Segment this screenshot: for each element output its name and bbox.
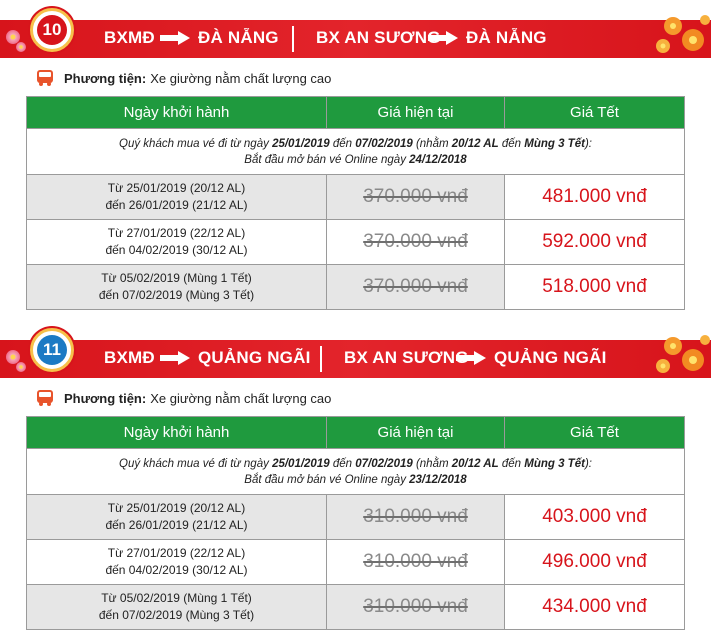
vehicle-label: Phương tiện: [64, 70, 147, 86]
table-row: Từ 05/02/2019 (Mùng 1 Tết) đến 07/02/2019… [26, 264, 685, 310]
departure-date-range: Từ 05/02/2019 (Mùng 1 Tết) đến 07/02/2019… [26, 264, 327, 310]
header-departure-date: Ngày khởi hành [26, 416, 327, 449]
departure-date-range: Từ 05/02/2019 (Mùng 1 Tết) đến 07/02/2019… [26, 584, 327, 630]
bus-icon [37, 390, 53, 406]
vehicle-value: Xe giường nằm chất lượng cao [150, 70, 332, 86]
route-origin: BXMĐ [104, 28, 155, 47]
current-price: 370.000 vnđ [326, 264, 505, 310]
table-header-row: Ngày khởi hành Giá hiện tại Giá Tết [26, 96, 685, 129]
header-tet-price: Giá Tết [504, 96, 685, 129]
blossom-icon [6, 30, 20, 44]
tet-price: 496.000 vnđ [504, 539, 685, 585]
vehicle-label: Phương tiện: [64, 390, 147, 406]
current-price: 370.000 vnđ [326, 174, 505, 220]
departure-date-range: Từ 27/01/2019 (22/12 AL) đến 04/02/2019 (… [26, 219, 327, 265]
blossom-icon [16, 42, 26, 52]
route-divider [320, 346, 322, 372]
section-number: 11 [37, 335, 67, 365]
blossom-icon [6, 350, 20, 364]
route-banner [0, 20, 711, 58]
table-row: Từ 27/01/2019 (22/12 AL) đến 04/02/2019 (… [26, 219, 685, 265]
note-row: Quý khách mua vé đi từ ngày 25/01/2019 đ… [26, 128, 685, 175]
arrow-right-icon [160, 31, 190, 45]
section-number-badge: 10 [30, 8, 74, 52]
current-price: 310.000 vnđ [326, 539, 505, 585]
table-row: Từ 25/01/2019 (20/12 AL) đến 26/01/2019 (… [26, 494, 685, 540]
vehicle-info: Phương tiện: Xe giường nằm chất lượng ca… [36, 388, 331, 408]
table-row: Từ 27/01/2019 (22/12 AL) đến 04/02/2019 (… [26, 539, 685, 585]
section-number: 10 [37, 15, 67, 45]
current-price: 310.000 vnđ [326, 584, 505, 630]
vehicle-info: Phương tiện: Xe giường nằm chất lượng ca… [36, 68, 331, 88]
tet-price: 481.000 vnđ [504, 174, 685, 220]
arrow-right-icon [160, 351, 190, 365]
departure-date-range: Từ 25/01/2019 (20/12 AL) đến 26/01/2019 (… [26, 174, 327, 220]
header-tet-price: Giá Tết [504, 416, 685, 449]
header-current-price: Giá hiện tại [326, 416, 505, 449]
departure-date-range: Từ 25/01/2019 (20/12 AL) đến 26/01/2019 (… [26, 494, 327, 540]
route-origin: BXMĐ [104, 348, 155, 367]
current-price: 310.000 vnđ [326, 494, 505, 540]
departure-date-range: Từ 27/01/2019 (22/12 AL) đến 04/02/2019 (… [26, 539, 327, 585]
apricot-blossom-icon [656, 15, 710, 53]
price-table: Ngày khởi hành Giá hiện tại Giá Tết Quý … [26, 96, 685, 310]
tet-price: 403.000 vnđ [504, 494, 685, 540]
tet-price: 518.000 vnđ [504, 264, 685, 310]
header-departure-date: Ngày khởi hành [26, 96, 327, 129]
arrow-right-icon [456, 351, 486, 365]
tet-price: 592.000 vnđ [504, 219, 685, 265]
note-row: Quý khách mua vé đi từ ngày 25/01/2019 đ… [26, 448, 685, 495]
tet-price: 434.000 vnđ [504, 584, 685, 630]
sales-note: Quý khách mua vé đi từ ngày 25/01/2019 đ… [26, 128, 685, 175]
bus-icon [37, 70, 53, 86]
section-number-badge: 11 [30, 328, 74, 372]
table-header-row: Ngày khởi hành Giá hiện tại Giá Tết [26, 416, 685, 449]
route-destination: QUẢNG NGÃI [494, 348, 607, 367]
route-destination: QUẢNG NGÃI [198, 348, 311, 367]
apricot-blossom-icon [656, 335, 710, 373]
vehicle-value: Xe giường nằm chất lượng cao [150, 390, 332, 406]
route-destination: ĐÀ NẴNG [198, 28, 279, 47]
route-origin: BX AN SƯƠNG [316, 28, 441, 47]
table-row: Từ 05/02/2019 (Mùng 1 Tết) đến 07/02/2019… [26, 584, 685, 630]
route-origin: BX AN SƯƠNG [344, 348, 469, 367]
current-price: 370.000 vnđ [326, 219, 505, 265]
route-banner [0, 340, 711, 378]
blossom-icon [16, 362, 26, 372]
route-divider [292, 26, 294, 52]
route-destination: ĐÀ NẴNG [466, 28, 547, 47]
table-row: Từ 25/01/2019 (20/12 AL) đến 26/01/2019 (… [26, 174, 685, 220]
price-table: Ngày khởi hành Giá hiện tại Giá Tết Quý … [26, 416, 685, 630]
sales-note: Quý khách mua vé đi từ ngày 25/01/2019 đ… [26, 448, 685, 495]
header-current-price: Giá hiện tại [326, 96, 505, 129]
arrow-right-icon [428, 31, 458, 45]
